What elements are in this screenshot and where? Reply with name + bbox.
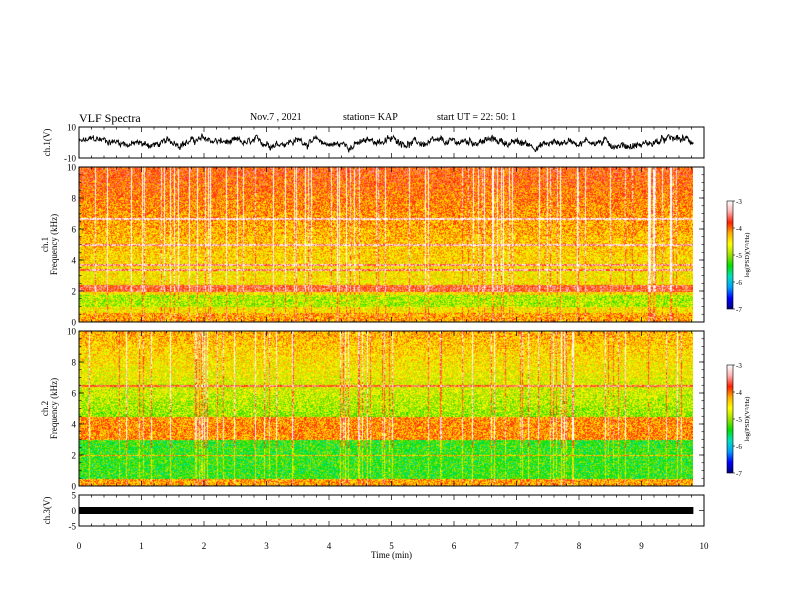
ch2-spectrogram-colorbar-label: log(PSD)(V²/Hz) (744, 397, 751, 442)
ch1-spectrogram-image (79, 167, 693, 322)
x-axis-label: Time (min) (371, 550, 412, 560)
ch2-spectrogram-ytick-label: 8 (72, 358, 77, 368)
ch3-waveform-ytick-label: 5 (72, 491, 77, 501)
ch2-spectrogram-ytick-label: 2 (72, 451, 77, 461)
ch1-spectrogram-colorbar-tick: -5 (736, 252, 742, 260)
xtick-label: 10 (700, 541, 710, 551)
date-label: Nov.7 , 2021 (250, 112, 302, 123)
ch2-spectrogram-channel-label: ch.2 (40, 401, 50, 416)
ch1-waveform-trace (78, 132, 694, 153)
ch1-waveform-ytick-label: -10 (64, 154, 76, 164)
ch1-spectrogram-ytick-label: 8 (72, 194, 77, 204)
xtick-label: 4 (327, 541, 332, 551)
ch2-spectrogram-image (79, 331, 693, 486)
ch2-spectrogram-colorbar-tick: -4 (736, 389, 742, 397)
ch3-waveform-ytick-label: 0 (72, 506, 77, 516)
ch2-spectrogram-colorbar (726, 364, 734, 474)
ch1-spectrogram-colorbar-tick: -3 (736, 198, 742, 206)
ch1-spectrogram-ytick-label: 0 (72, 318, 77, 328)
ch3-waveform-ytick-label: -5 (69, 522, 77, 532)
ch2-spectrogram-ytick-label: 4 (72, 420, 77, 430)
station-label: station= KAP (343, 112, 398, 123)
ch1-spectrogram-ytick-label: 2 (72, 287, 77, 297)
xtick-label: 8 (577, 541, 582, 551)
ch2-spectrogram-ytick-label: 6 (72, 389, 77, 399)
xtick-label: 3 (264, 541, 269, 551)
ch1-spectrogram-colorbar-tick: -7 (736, 306, 742, 314)
ch1-spectrogram-ytick-label: 6 (72, 225, 77, 235)
ch1-spectrogram-colorbar-label: log(PSD)(V²/Hz) (744, 233, 751, 278)
ch1-spectrogram-ytick-label: 10 (67, 163, 77, 173)
ch1-spectrogram-colorbar (726, 200, 734, 310)
ch2-spectrogram-colorbar-tick: -6 (736, 443, 742, 451)
ch2-spectrogram-ylabel: Frequency (kHz) (49, 378, 59, 439)
ch3-waveform-trace (79, 507, 694, 514)
ch1-spectrogram-ylabel: Frequency (kHz) (49, 214, 59, 275)
xtick-label: 2 (202, 541, 207, 551)
ch1-spectrogram-ytick-label: 4 (72, 256, 77, 266)
ch2-spectrogram-ytick-label: 0 (72, 482, 77, 492)
ch2-spectrogram-ytick-label: 10 (67, 327, 77, 337)
ch1-waveform-ylabel: ch.1(V) (42, 129, 52, 157)
xtick-label: 9 (639, 541, 644, 551)
xtick-label: 7 (514, 541, 519, 551)
ch2-spectrogram-colorbar-tick: -3 (736, 362, 742, 370)
ch1-waveform-ytick-label: 10 (67, 123, 77, 133)
ch2-spectrogram-colorbar-tick: -7 (736, 470, 742, 478)
ch1-spectrogram-channel-label: ch.1 (40, 237, 50, 252)
chart-title: VLF Spectra (79, 111, 141, 125)
xtick-label: 6 (452, 541, 457, 551)
xtick-label: 5 (389, 541, 394, 551)
xtick-label: 0 (77, 541, 82, 551)
ch1-spectrogram-colorbar-tick: -4 (736, 225, 742, 233)
start-time-label: start UT = 22: 50: 1 (437, 112, 517, 123)
ch2-spectrogram-colorbar-tick: -5 (736, 416, 742, 424)
ch3-waveform-ylabel: ch.3(V) (42, 497, 52, 525)
xtick-label: 1 (139, 541, 144, 551)
ch1-spectrogram-colorbar-tick: -6 (736, 279, 742, 287)
